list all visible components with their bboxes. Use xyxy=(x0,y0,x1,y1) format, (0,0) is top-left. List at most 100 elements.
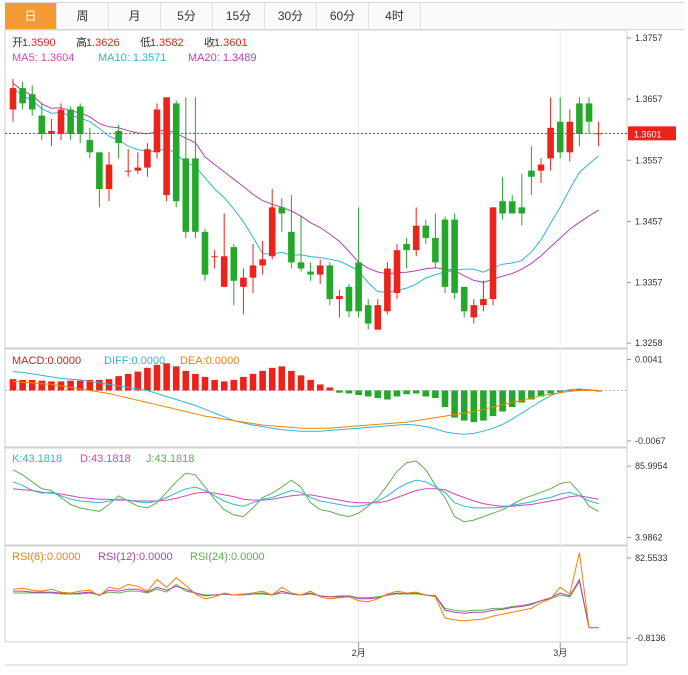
tab-1[interactable]: 周 xyxy=(57,3,109,29)
candle-body xyxy=(144,149,151,168)
candle-body xyxy=(76,106,84,134)
ma-legend: MA20: 1.3489 xyxy=(188,52,257,64)
macd-bar xyxy=(144,367,151,391)
macd-bar xyxy=(489,390,497,417)
kdj-legend: D:43.1818 xyxy=(80,453,131,465)
kdj-legend: K:43.1818 xyxy=(12,453,62,465)
candle-body xyxy=(547,127,554,159)
candle-body xyxy=(326,265,334,300)
tab-0[interactable]: 日 xyxy=(5,3,57,29)
candle-body xyxy=(518,207,526,214)
macd-bar xyxy=(307,379,314,391)
macd-bar xyxy=(518,390,526,403)
candle-body xyxy=(268,207,276,257)
candle-body xyxy=(412,225,420,251)
ma-legend: MA10: 1.3571 xyxy=(98,52,167,64)
x-tick-label: 3月 xyxy=(553,648,567,658)
candle-body xyxy=(96,152,103,189)
candle-body xyxy=(192,158,199,232)
candle-body xyxy=(67,109,74,134)
macd-bar xyxy=(403,390,410,395)
macd-tick-label: -0.0067 xyxy=(635,436,666,446)
candle-body xyxy=(393,250,401,293)
candle-body xyxy=(249,265,257,278)
macd-bar xyxy=(220,381,228,391)
candle-body xyxy=(336,296,343,300)
price-tick-label: 1.3357 xyxy=(635,278,663,288)
candle-body xyxy=(470,305,478,318)
candle-body xyxy=(172,103,180,202)
macd-bar xyxy=(124,373,132,391)
macd-bar xyxy=(268,367,276,391)
d-line xyxy=(12,488,599,507)
macd-bar xyxy=(364,390,372,397)
macd-bar xyxy=(9,379,17,391)
macd-bar xyxy=(230,379,238,391)
candle-body xyxy=(230,247,238,281)
candle-body xyxy=(182,158,190,232)
kdj-tick-label: 85.9954 xyxy=(635,461,668,471)
macd-bar xyxy=(211,379,218,391)
dea-line xyxy=(12,380,599,429)
candle-body xyxy=(566,121,574,153)
tab-6[interactable]: 60分 xyxy=(317,3,369,29)
macd-bar xyxy=(556,390,564,392)
tab-5[interactable]: 30分 xyxy=(265,3,317,29)
macd-bar xyxy=(460,390,468,421)
candle-body xyxy=(240,277,247,287)
candle-body xyxy=(307,271,314,275)
candle-body xyxy=(537,164,545,171)
tab-3[interactable]: 5分 xyxy=(161,3,213,29)
last-price-box xyxy=(628,126,676,141)
candle-body xyxy=(364,305,372,324)
macd-bar xyxy=(259,370,266,391)
macd-bar xyxy=(393,390,401,397)
ma20-line xyxy=(12,82,599,283)
macd-bar xyxy=(76,380,84,391)
macd-bar xyxy=(441,390,449,408)
price-tick-label: 1.3757 xyxy=(635,33,663,43)
price-tick-label: 1.3657 xyxy=(635,94,663,104)
macd-bar xyxy=(134,371,142,391)
tab-4[interactable]: 15分 xyxy=(213,3,265,29)
macd-bar xyxy=(163,363,170,391)
macd-bar xyxy=(19,379,26,391)
candle-body xyxy=(403,244,410,251)
price-tick-label: 1.3557 xyxy=(635,155,663,165)
candle-body xyxy=(499,201,506,214)
k-line xyxy=(12,479,599,509)
macd-tick-label: 0.0041 xyxy=(635,355,663,365)
macd-bar xyxy=(316,384,324,391)
tab-2[interactable]: 月 xyxy=(109,3,161,29)
macd-legend: DIFF:0.0000 xyxy=(104,355,165,367)
macd-legend: DEA:0.0000 xyxy=(180,355,239,367)
candle-body xyxy=(432,237,439,263)
candle-body xyxy=(451,219,458,293)
period-tabs: 日周月 5分 15分 30分 60分 4时 xyxy=(5,2,685,30)
candle-body xyxy=(105,164,113,189)
tab-7[interactable]: 4时 xyxy=(369,3,421,29)
macd-bar xyxy=(288,370,295,391)
rsi-legend: RSI(24):0.0000 xyxy=(190,551,265,563)
macd-bar xyxy=(422,390,430,397)
ohlc-label: 高: xyxy=(76,35,90,49)
macd-bar xyxy=(432,390,439,398)
candle-body xyxy=(480,299,487,306)
ohlc-label: 低: xyxy=(140,36,154,49)
macd-bar xyxy=(182,370,190,391)
x-tick-label: 2月 xyxy=(352,648,366,658)
candle-body xyxy=(556,121,564,153)
macd-bar xyxy=(470,390,478,423)
macd-bar xyxy=(172,366,180,391)
candle-body xyxy=(201,231,209,275)
candle-body xyxy=(508,201,516,214)
macd-bar xyxy=(115,376,122,391)
macd-bar xyxy=(355,390,362,395)
candle-body xyxy=(288,231,295,263)
macd-bar xyxy=(480,390,487,421)
price-tick-label: 1.3258 xyxy=(635,338,663,348)
rsi24-line xyxy=(13,580,599,629)
rsi-tick-label: 82.5533 xyxy=(635,553,668,563)
candle-body xyxy=(278,207,286,214)
